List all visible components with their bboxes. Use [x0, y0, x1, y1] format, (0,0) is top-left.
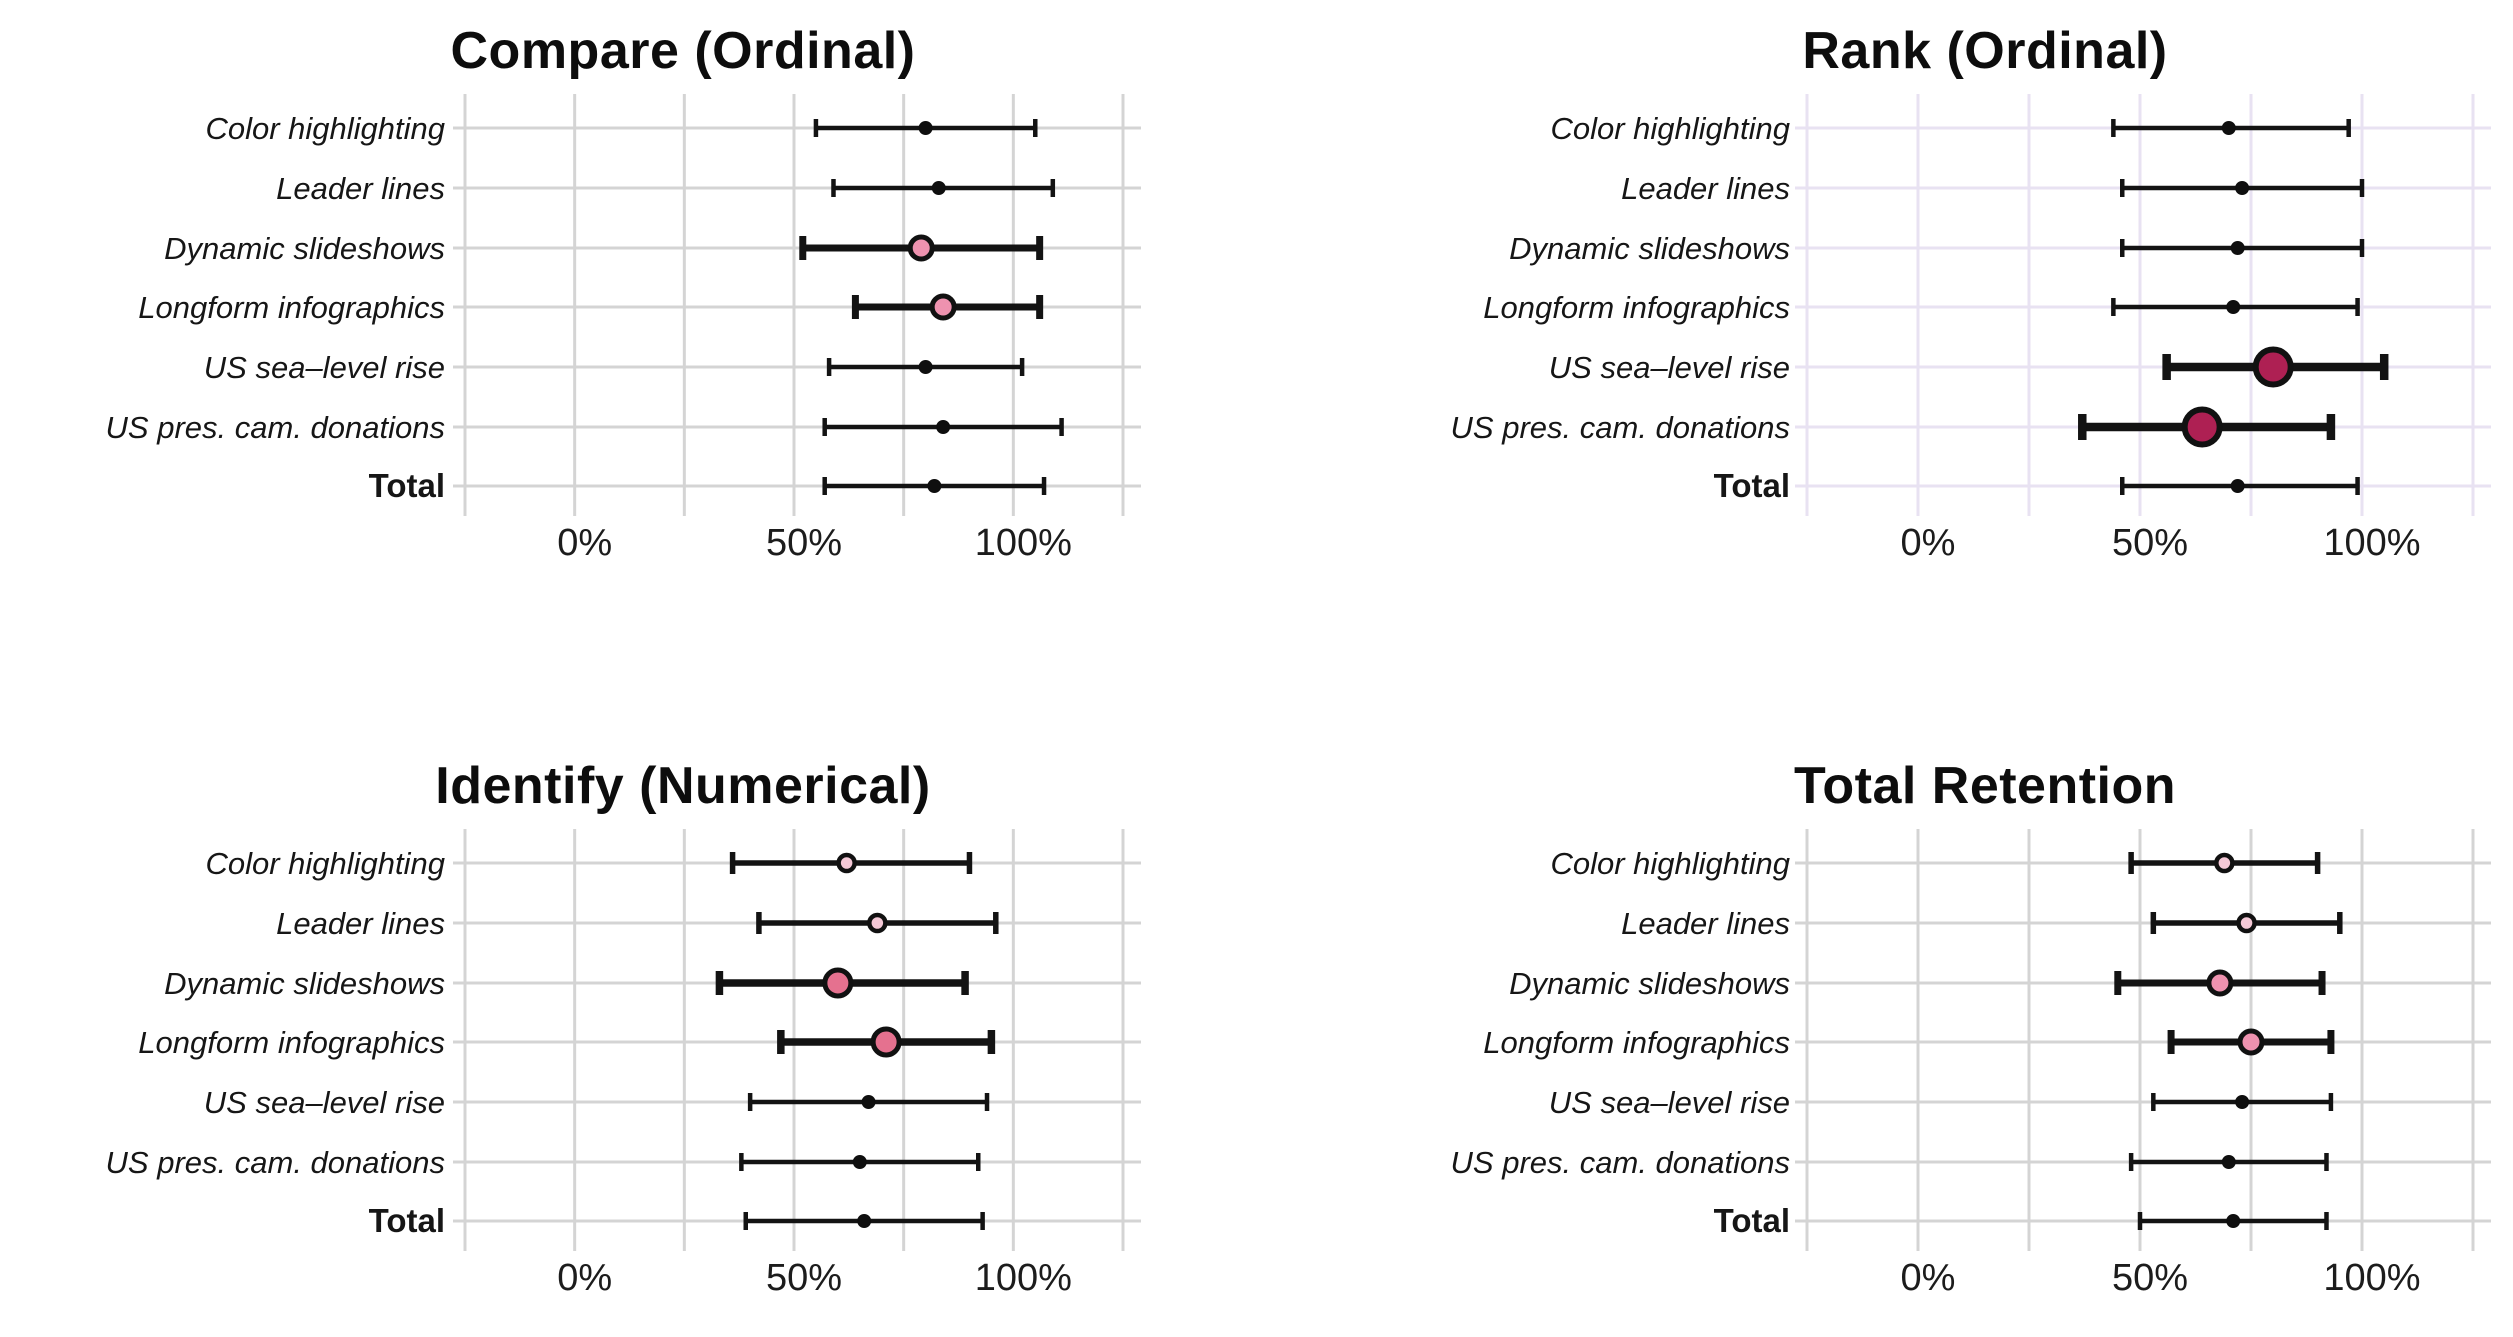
panel-compare-ordinal: Compare (Ordinal) Color highlighting Leade…	[0, 0, 1257, 669]
axis-tick-label: 100%	[975, 522, 1072, 564]
axis-tick-label: 0%	[557, 522, 612, 564]
category-label: US sea–level rise	[204, 1085, 445, 1120]
dot-plot: Color highlighting Leader lines Dynamic sl…	[1451, 94, 2491, 564]
dot-plot: Color highlighting Leader lines Dynamic sl…	[1451, 829, 2491, 1299]
axis-tick-label: 50%	[2112, 522, 2188, 564]
axis-tick-label: 0%	[1901, 1257, 1956, 1299]
category-label: Total	[1714, 1202, 1790, 1239]
category-label: Dynamic slideshows	[164, 231, 445, 266]
category-label: US pres. cam. donations	[106, 1145, 445, 1180]
category-label: Leader lines	[276, 171, 445, 206]
category-label: Leader lines	[276, 906, 445, 941]
category-label: Dynamic slideshows	[1509, 966, 1790, 1001]
axis-tick-label: 100%	[2323, 522, 2420, 564]
panel-title: Identify (Numerical)	[435, 757, 931, 815]
category-label: Longform infographics	[138, 290, 445, 325]
category-label: US pres. cam. donations	[1451, 410, 1790, 445]
category-label: Total	[369, 1202, 445, 1239]
category-label: Color highlighting	[205, 846, 445, 881]
panel-title: Compare (Ordinal)	[450, 22, 916, 80]
category-label: Color highlighting	[1550, 846, 1790, 881]
mean-dot	[2230, 241, 2245, 255]
mean-dot	[836, 852, 857, 874]
category-label: Leader lines	[1621, 906, 1790, 941]
category-label: Total	[369, 467, 445, 504]
axis-tick-label: 50%	[2112, 1257, 2188, 1299]
mean-dot	[857, 1214, 872, 1228]
axis-tick-label: 100%	[2323, 1257, 2420, 1299]
category-label: Total	[1714, 467, 1790, 504]
mean-dot	[2230, 479, 2245, 493]
dot-plot: Color highlighting Leader lines Dynamic sl…	[106, 829, 1141, 1299]
panel-title: Total Retention	[1793, 757, 2177, 815]
category-label: Longform infographics	[1483, 290, 1790, 325]
panel-title: Rank (Ordinal)	[1802, 22, 2168, 80]
category-label: Dynamic slideshows	[164, 966, 445, 1001]
panel-rank-ordinal: Rank (Ordinal) Color highlighting Leader l…	[1257, 0, 2513, 669]
axis-tick-label: 0%	[1901, 522, 1956, 564]
mean-dot	[2235, 1095, 2250, 1109]
mean-dot	[907, 234, 935, 262]
mean-dot	[2237, 1028, 2265, 1056]
mean-dot	[2181, 406, 2223, 448]
mean-dot	[822, 967, 854, 999]
mean-dot	[870, 1026, 902, 1058]
mean-dot	[2236, 912, 2257, 934]
mean-dot	[2206, 969, 2234, 997]
category-label: Color highlighting	[205, 111, 445, 146]
axis-tick-label: 0%	[557, 1257, 612, 1299]
category-label: US sea–level rise	[1549, 1085, 1790, 1120]
mean-dot	[2221, 1155, 2236, 1169]
mean-dot	[929, 293, 957, 321]
mean-dot	[2252, 346, 2294, 388]
panel-total-retention: Total Retention Color highlighting Leader …	[1257, 669, 2513, 1337]
mean-dot	[927, 479, 942, 493]
category-label: Color highlighting	[1550, 111, 1790, 146]
mean-dot	[2221, 121, 2236, 135]
mean-dot	[2226, 1214, 2241, 1228]
axis-tick-label: 100%	[975, 1257, 1072, 1299]
category-label: Longform infographics	[1483, 1025, 1790, 1060]
mean-dot	[861, 1095, 876, 1109]
category-label: US sea–level rise	[204, 350, 445, 385]
category-label: US pres. cam. donations	[106, 410, 445, 445]
axis-tick-label: 50%	[766, 1257, 842, 1299]
category-label: Dynamic slideshows	[1509, 231, 1790, 266]
category-label: US sea–level rise	[1549, 350, 1790, 385]
axis-tick-label: 50%	[766, 522, 842, 564]
mean-dot	[918, 121, 933, 135]
mean-dot	[2226, 300, 2241, 314]
mean-dot	[852, 1155, 867, 1169]
category-label: US pres. cam. donations	[1451, 1145, 1790, 1180]
dot-plot: Color highlighting Leader lines Dynamic sl…	[106, 94, 1141, 564]
mean-dot	[918, 360, 933, 374]
panel-identify-numerical: Identify (Numerical) Color highlighting Le…	[0, 669, 1257, 1337]
mean-dot	[867, 912, 888, 934]
mean-dot	[2235, 181, 2250, 195]
mean-dot	[931, 181, 946, 195]
mean-dot	[936, 420, 951, 434]
category-label: Leader lines	[1621, 171, 1790, 206]
category-label: Longform infographics	[138, 1025, 445, 1060]
mean-dot	[2214, 852, 2235, 874]
